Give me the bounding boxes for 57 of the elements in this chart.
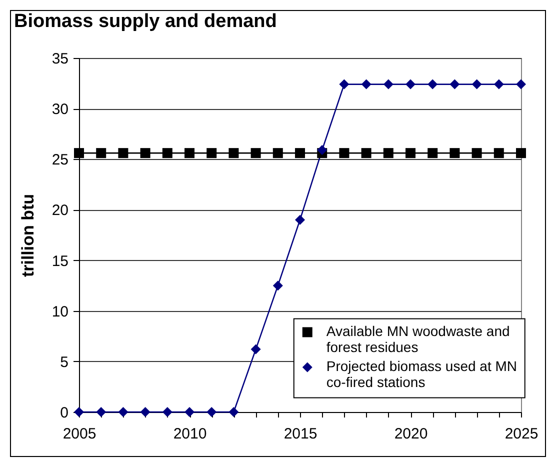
point	[339, 148, 350, 158]
y-tick-label: 15	[52, 252, 68, 270]
point	[162, 148, 172, 158]
point	[74, 148, 84, 158]
x-tick-label: 2025	[504, 426, 538, 442]
point	[383, 148, 394, 158]
point	[118, 148, 128, 158]
point	[206, 407, 217, 417]
point	[406, 79, 416, 90]
point	[96, 407, 106, 417]
point	[406, 148, 416, 158]
point	[295, 214, 305, 225]
x-tick-label: 2020	[394, 426, 428, 442]
y-tick-label: 5	[60, 354, 68, 371]
point	[140, 148, 150, 158]
point	[162, 407, 172, 417]
point	[272, 280, 283, 291]
y-tick-label: 25	[52, 152, 68, 169]
point	[472, 79, 482, 90]
point	[140, 407, 150, 417]
y-tick-label: 0	[60, 404, 68, 422]
x-tick-label: 2015	[284, 426, 318, 442]
point	[494, 148, 504, 158]
chart-title: Biomass supply and demand	[14, 11, 277, 32]
y-tick-label: 35	[52, 50, 68, 68]
point	[317, 145, 328, 156]
point	[250, 344, 261, 354]
y-tick-label: 20	[52, 202, 68, 220]
y-tick-label: 10	[52, 303, 68, 320]
point	[118, 407, 128, 417]
point	[516, 148, 526, 158]
point	[184, 407, 194, 417]
point	[250, 148, 261, 158]
point	[516, 79, 526, 90]
point	[428, 148, 438, 158]
point	[339, 79, 350, 90]
point	[295, 148, 305, 158]
legend-label: Projected biomass used at MN co-fired stations	[326, 358, 518, 390]
point	[383, 79, 394, 90]
point	[228, 407, 239, 417]
x-tick-label: 2005	[62, 426, 96, 442]
y-tick-label: 30	[52, 101, 68, 118]
point	[361, 148, 372, 158]
point	[450, 148, 460, 158]
point	[494, 79, 504, 90]
point	[272, 148, 283, 158]
point	[206, 148, 217, 158]
point	[228, 148, 239, 158]
point	[361, 79, 372, 90]
y-axis-title: trillion btu	[18, 194, 38, 278]
point	[450, 79, 460, 90]
point	[472, 148, 482, 158]
x-tick-label: 2010	[173, 426, 207, 442]
point	[96, 148, 106, 158]
point	[184, 148, 194, 158]
point	[428, 79, 438, 90]
legend-label: Available MN woodwaste and forest residues	[326, 323, 510, 356]
